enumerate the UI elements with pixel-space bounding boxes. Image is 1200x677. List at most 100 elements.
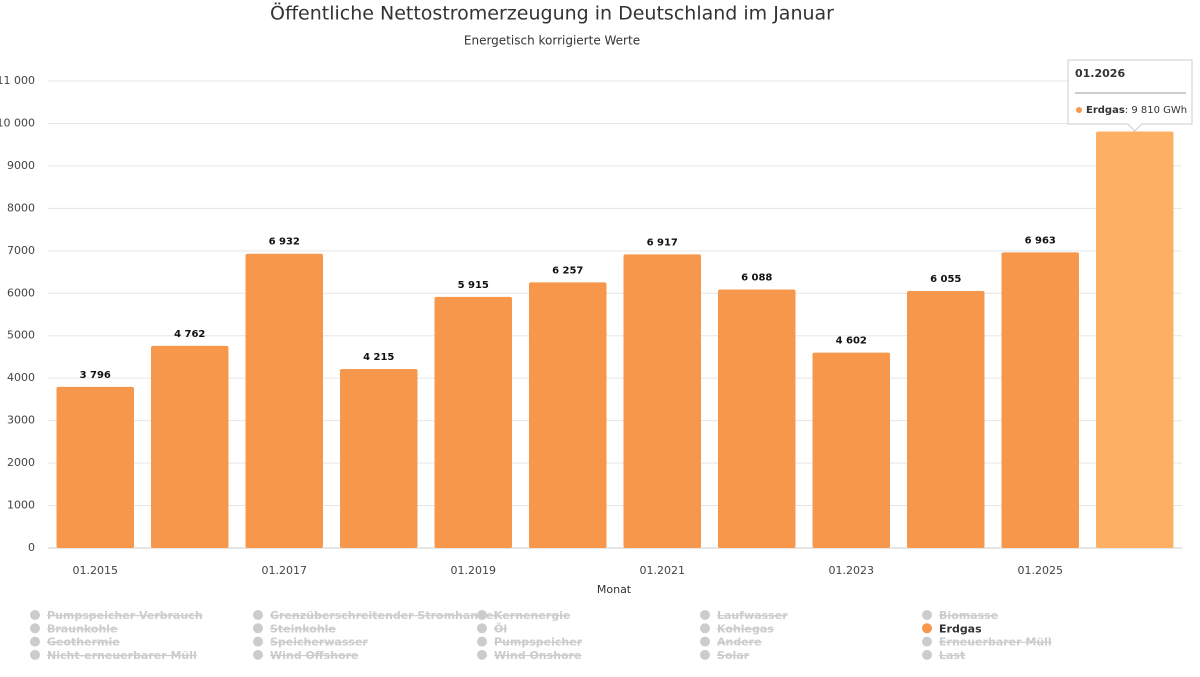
legend-marker <box>30 649 40 660</box>
legend-label: Öl <box>494 621 507 635</box>
legend-marker <box>477 623 487 634</box>
legend-label: Steinkohle <box>270 622 336 635</box>
legend-marker <box>922 636 932 647</box>
tooltip-value: : 9 810 GWh <box>1125 105 1187 116</box>
legend-marker <box>700 649 710 660</box>
legend-label: Wind Onshore <box>494 649 581 662</box>
y-tick-label: 4000 <box>7 371 35 384</box>
bar <box>151 345 229 548</box>
legend-label: Erdgas <box>939 622 982 635</box>
value-label: 6 963 <box>1025 235 1056 246</box>
y-tick-label: 5000 <box>7 329 35 342</box>
legend-item[interactable]: Nicht-erneuerbarer Müll <box>30 649 197 662</box>
tooltip-title: 01.2026 <box>1075 67 1125 80</box>
legend-item[interactable]: Grenzüberschreitender Stromhandel <box>253 609 497 622</box>
value-label: 4 762 <box>174 329 205 340</box>
bar <box>340 369 418 548</box>
legend-item[interactable]: Last <box>922 649 965 662</box>
legend-item[interactable]: Wind Offshore <box>253 649 359 662</box>
legend-label: Speicherwasser <box>270 636 368 649</box>
value-label: 6 917 <box>647 237 678 248</box>
tooltip-series: Erdgas <box>1086 105 1125 116</box>
bar <box>434 296 512 548</box>
legend-item[interactable]: Öl <box>477 621 507 635</box>
legend-marker <box>253 610 263 620</box>
legend-marker <box>477 610 487 620</box>
bar <box>529 282 607 548</box>
value-label: 5 915 <box>458 280 489 291</box>
y-tick-label: 9000 <box>7 159 35 172</box>
legend-item[interactable]: Laufwasser <box>700 609 788 622</box>
y-tick-label: 8000 <box>7 201 35 214</box>
bar <box>245 253 323 549</box>
legend-item[interactable]: Kernenergie <box>477 609 570 622</box>
chart-title: Öffentliche Nettostromerzeugung in Deuts… <box>270 2 834 25</box>
legend-marker <box>30 610 40 620</box>
x-tick-label: 01.2015 <box>73 564 119 577</box>
legend-label: Pumpspeicher Verbrauch <box>47 609 203 622</box>
legend-label: Biomasse <box>939 609 998 622</box>
legend-label: Erneuerbarer Müll <box>939 636 1052 649</box>
bar <box>623 254 701 548</box>
x-tick-label: 01.2021 <box>640 564 686 577</box>
y-tick-label: 7000 <box>7 244 35 257</box>
chart-subtitle: Energetisch korrigierte Werte <box>464 34 640 48</box>
legend-item[interactable]: Pumpspeicher <box>477 636 583 649</box>
tooltip-text: Erdgas: 9 810 GWh <box>1086 105 1187 116</box>
legend-marker <box>253 623 263 634</box>
value-label: 3 796 <box>80 370 111 381</box>
legend-marker <box>700 623 710 634</box>
legend-item[interactable]: Solar <box>700 649 750 662</box>
value-label: 4 215 <box>363 352 394 363</box>
legend-label: Pumpspeicher <box>494 636 583 649</box>
legend-item[interactable]: Speicherwasser <box>253 636 368 649</box>
legend-label: Geothermie <box>47 636 120 649</box>
bar <box>718 289 796 548</box>
legend-item[interactable]: Geothermie <box>30 636 120 649</box>
bar <box>56 386 134 548</box>
y-tick-label: 0 <box>28 541 35 554</box>
legend-item[interactable]: Wind Onshore <box>477 649 581 662</box>
x-axis-title: Monat <box>597 583 632 596</box>
tooltip-marker <box>1076 107 1082 113</box>
legend-item[interactable]: Erneuerbarer Müll <box>922 636 1052 649</box>
legend-label: Nicht-erneuerbarer Müll <box>47 649 197 662</box>
value-label: 6 257 <box>552 265 583 276</box>
legend-item[interactable]: Erdgas <box>922 622 982 635</box>
legend-label: Braunkohle <box>47 622 118 635</box>
legend-item[interactable]: Pumpspeicher Verbrauch <box>30 609 203 622</box>
legend-item[interactable]: Biomasse <box>922 609 998 622</box>
legend-item[interactable]: Andere <box>700 636 762 649</box>
y-tick-label: 2000 <box>7 456 35 469</box>
legend-label: Wind Offshore <box>270 649 359 662</box>
y-tick-label: 6000 <box>7 286 35 299</box>
legend-label: Kernenergie <box>494 609 570 622</box>
legend-label: Last <box>939 649 965 662</box>
y-tick-label: 1000 <box>7 499 35 512</box>
x-tick-label: 01.2019 <box>451 564 497 577</box>
y-tick-label: 3000 <box>7 414 35 427</box>
legend-marker <box>700 610 710 620</box>
legend-marker <box>30 636 40 647</box>
x-tick-label: 01.2025 <box>1018 564 1064 577</box>
legend-marker <box>253 636 263 647</box>
y-tick-label: 10 000 <box>0 116 35 129</box>
legend-marker <box>477 636 487 647</box>
value-label: 4 602 <box>836 336 867 347</box>
value-label: 6 055 <box>930 274 961 285</box>
legend-item[interactable]: Kohlegas <box>700 622 774 635</box>
legend-label: Laufwasser <box>717 609 788 622</box>
bar <box>1096 131 1174 548</box>
legend-marker <box>922 649 932 660</box>
legend-label: Grenzüberschreitender Stromhandel <box>270 609 497 622</box>
legend-item[interactable]: Steinkohle <box>253 622 336 635</box>
legend-marker <box>253 649 263 660</box>
y-tick-label: 11 000 <box>0 74 35 87</box>
bar <box>907 290 985 548</box>
legend-marker <box>922 623 932 634</box>
legend-marker <box>700 636 710 647</box>
legend-item[interactable]: Braunkohle <box>30 622 118 635</box>
legend-label: Solar <box>717 649 750 662</box>
tooltip-box <box>1067 59 1193 132</box>
